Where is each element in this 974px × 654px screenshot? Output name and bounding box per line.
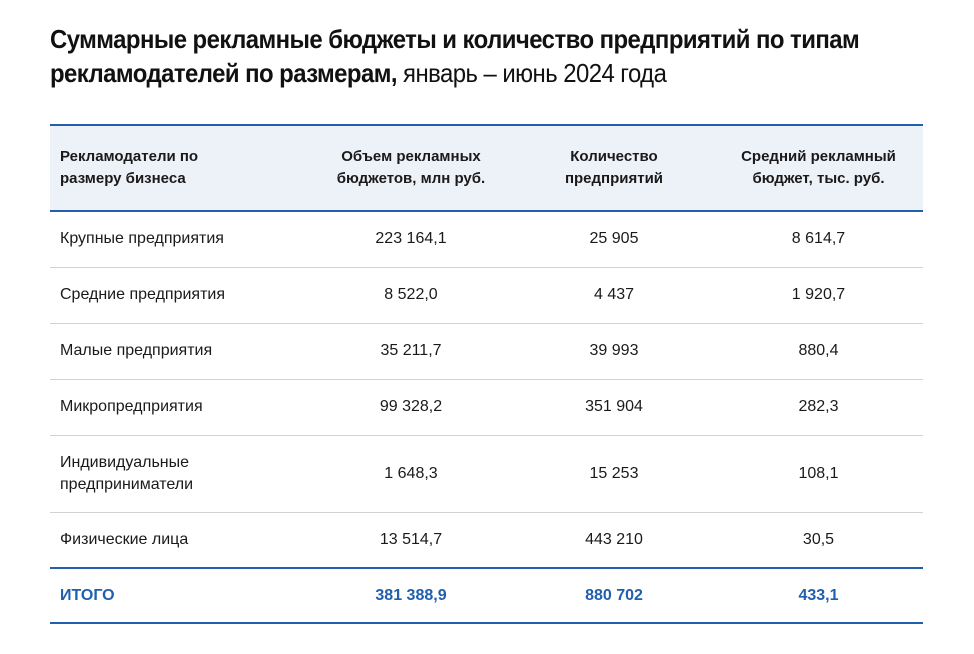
cell-enterprise-count: 4 437 xyxy=(514,267,714,324)
cell-ad-budget: 223 164,1 xyxy=(308,211,514,268)
total-enterprise-count: 880 702 xyxy=(514,568,714,624)
title-period: январь – июнь 2024 года xyxy=(396,58,667,88)
cell-ad-budget: 35 211,7 xyxy=(308,323,514,380)
title-main: Суммарные рекламные бюджеты и количество… xyxy=(50,24,860,88)
table-row: Средние предприятия 8 522,0 4 437 1 920,… xyxy=(50,267,923,324)
row-label: Малые предприятия xyxy=(50,323,308,380)
page-title: Суммарные рекламные бюджеты и количество… xyxy=(50,22,860,90)
cell-average-budget: 1 920,7 xyxy=(714,267,923,324)
table-row: Малые предприятия 35 211,7 39 993 880,4 xyxy=(50,323,923,380)
cell-average-budget: 880,4 xyxy=(714,323,923,380)
header-average-budget: Средний рекламный бюджет, тыс. руб. xyxy=(741,148,896,187)
cell-ad-budget: 99 328,2 xyxy=(308,379,514,436)
table-header-row: Рекламодатели по размеру бизнеса Объем р… xyxy=(50,125,923,211)
row-label: Микропредприятия xyxy=(50,379,308,436)
total-ad-budget: 381 388,9 xyxy=(308,568,514,624)
table-row: Индивидуальные предприниматели 1 648,3 1… xyxy=(50,435,923,513)
header-advertiser-size: Рекламодатели по размеру бизнеса xyxy=(60,148,199,187)
cell-enterprise-count: 443 210 xyxy=(585,530,643,548)
cell-enterprise-count: 351 904 xyxy=(514,379,714,436)
header-ad-budget-volume: Объем рекламных бюджетов, млн руб. xyxy=(336,148,486,187)
row-label: Средние предприятия xyxy=(50,267,308,324)
header-enterprise-count: Количество предприятий xyxy=(564,148,664,187)
total-label: ИТОГО xyxy=(50,568,308,624)
cell-average-budget: 30,5 xyxy=(802,530,835,548)
data-table: Рекламодатели по размеру бизнеса Объем р… xyxy=(50,124,923,624)
table-row: Микропредприятия 99 328,2 351 904 282,3 xyxy=(50,379,923,436)
cell-ad-budget: 8 522,0 xyxy=(308,267,514,324)
cell-enterprise-count: 25 905 xyxy=(514,211,714,268)
cell-enterprise-count: 39 993 xyxy=(514,323,714,380)
cell-ad-budget: 1 648,3 xyxy=(308,435,514,513)
cell-average-budget: 108,1 xyxy=(714,435,923,513)
advertisers-table: Рекламодатели по размеру бизнеса Объем р… xyxy=(50,124,923,624)
row-label: Крупные предприятия xyxy=(50,211,308,268)
table-total-row: ИТОГО 381 388,9 880 702 433,1 xyxy=(50,568,923,624)
cell-enterprise-count: 15 253 xyxy=(514,435,714,513)
row-label: Индивидуальные предприниматели xyxy=(50,435,308,513)
table-row: Физические лица 13 514,7 443 210 30,5 xyxy=(50,512,923,568)
cell-average-budget: 8 614,7 xyxy=(714,211,923,268)
row-label: Физические лица xyxy=(60,530,189,548)
table-row: Крупные предприятия 223 164,1 25 905 8 6… xyxy=(50,211,923,268)
cell-ad-budget: 13 514,7 xyxy=(379,530,443,548)
cell-average-budget: 282,3 xyxy=(714,379,923,436)
total-average-budget: 433,1 xyxy=(714,568,923,624)
